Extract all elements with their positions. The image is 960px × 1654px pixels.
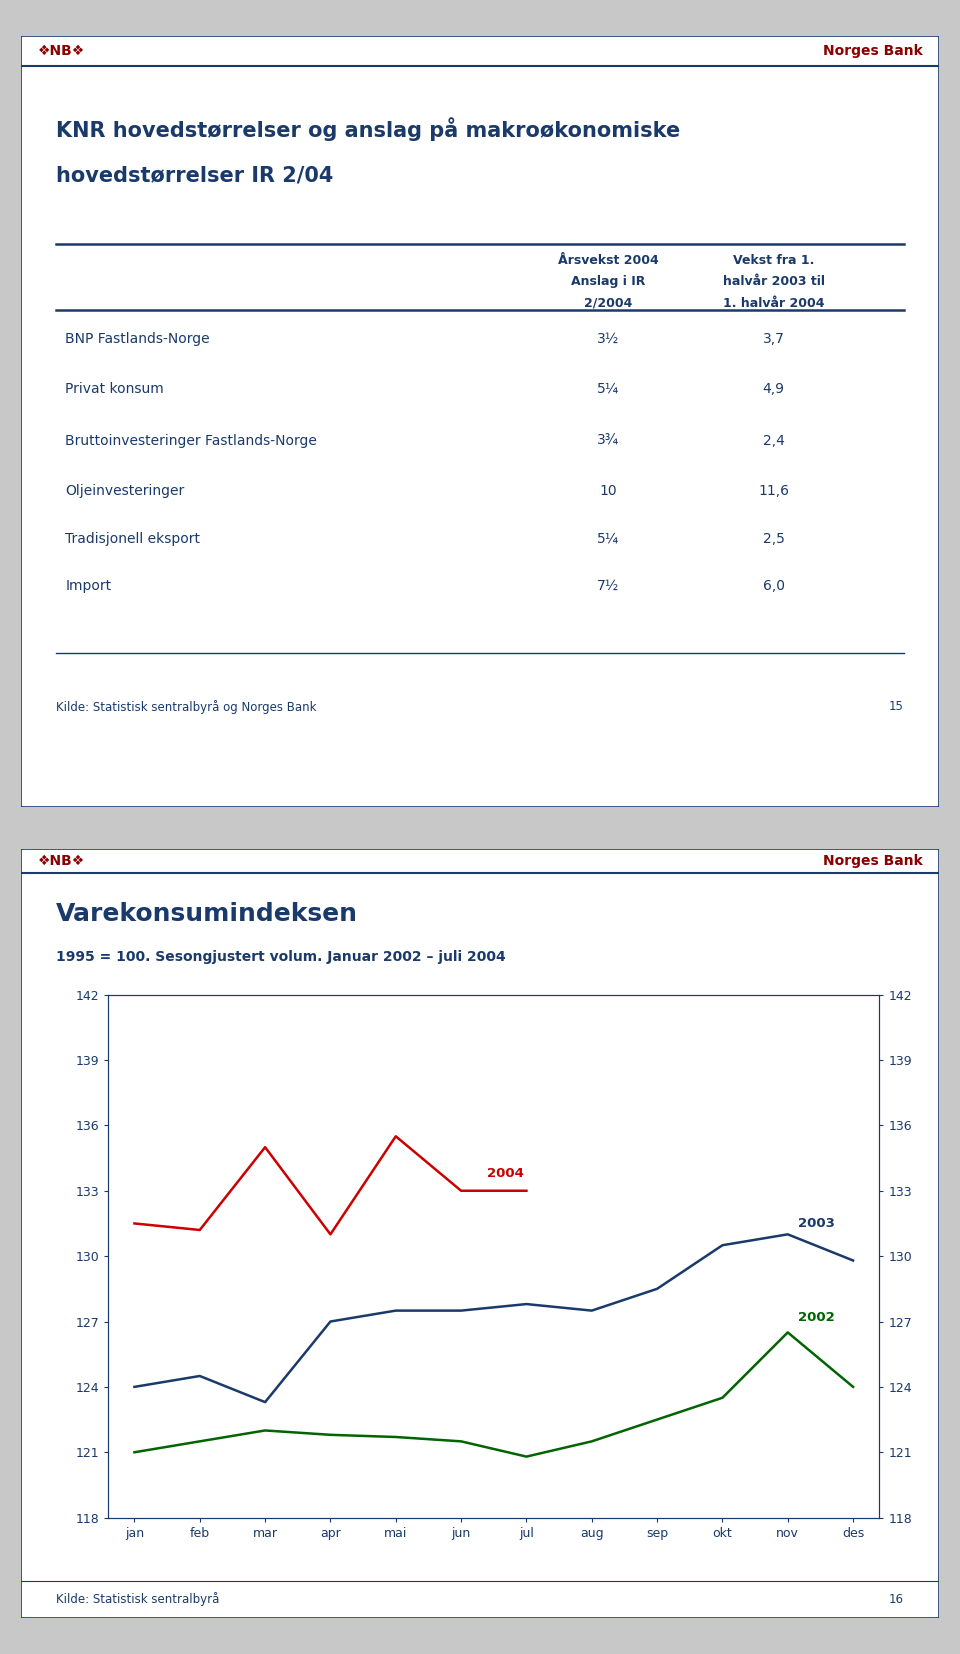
Text: 10: 10 [600,485,617,498]
Text: Anslag i IR: Anslag i IR [571,275,646,288]
Text: Import: Import [65,579,111,592]
Text: 11,6: 11,6 [758,485,789,498]
Text: 6,0: 6,0 [762,579,784,592]
Text: 1. halvår 2004: 1. halvår 2004 [723,298,825,309]
Text: halvår 2003 til: halvår 2003 til [723,275,825,288]
Text: 3¾: 3¾ [597,433,619,448]
Text: hovedstørrelser IR 2/04: hovedstørrelser IR 2/04 [56,165,333,185]
Text: 3½: 3½ [597,332,619,346]
Text: 16: 16 [889,1593,904,1606]
Text: Norges Bank: Norges Bank [823,45,923,58]
Text: 2003: 2003 [798,1217,834,1231]
Text: Kilde: Statistisk sentralbyrå: Kilde: Statistisk sentralbyrå [56,1593,220,1606]
Text: 2,4: 2,4 [763,433,784,448]
Text: 7½: 7½ [597,579,619,592]
Text: Varekonsumindeksen: Varekonsumindeksen [56,903,358,926]
Text: 2,5: 2,5 [763,533,784,546]
Text: 5¼: 5¼ [597,533,619,546]
Text: 1995 = 100. Sesongjustert volum. Januar 2002 – juli 2004: 1995 = 100. Sesongjustert volum. Januar … [56,949,506,964]
Text: 2002: 2002 [798,1310,834,1323]
Text: 3,7: 3,7 [763,332,784,346]
Text: 4,9: 4,9 [762,382,784,395]
Text: 15: 15 [889,700,904,713]
Text: Vekst fra 1.: Vekst fra 1. [733,253,814,266]
Text: ❖NB❖: ❖NB❖ [37,45,84,58]
Text: 5¼: 5¼ [597,382,619,395]
Text: BNP Fastlands-Norge: BNP Fastlands-Norge [65,332,210,346]
Text: Bruttoinvesteringer Fastlands-Norge: Bruttoinvesteringer Fastlands-Norge [65,433,317,448]
Text: ❖NB❖: ❖NB❖ [37,853,84,868]
Text: Oljeinvesteringer: Oljeinvesteringer [65,485,184,498]
Text: Årsvekst 2004: Årsvekst 2004 [558,253,659,266]
Text: KNR hovedstørrelser og anslag på makroøkonomiske: KNR hovedstørrelser og anslag på makroøk… [56,117,681,141]
Text: Privat konsum: Privat konsum [65,382,164,395]
Text: 2/2004: 2/2004 [585,298,633,309]
Text: Kilde: Statistisk sentralbyrå og Norges Bank: Kilde: Statistisk sentralbyrå og Norges … [56,700,317,715]
Text: Tradisjonell eksport: Tradisjonell eksport [65,533,201,546]
Text: Norges Bank: Norges Bank [823,853,923,868]
Text: 2004: 2004 [488,1166,524,1179]
